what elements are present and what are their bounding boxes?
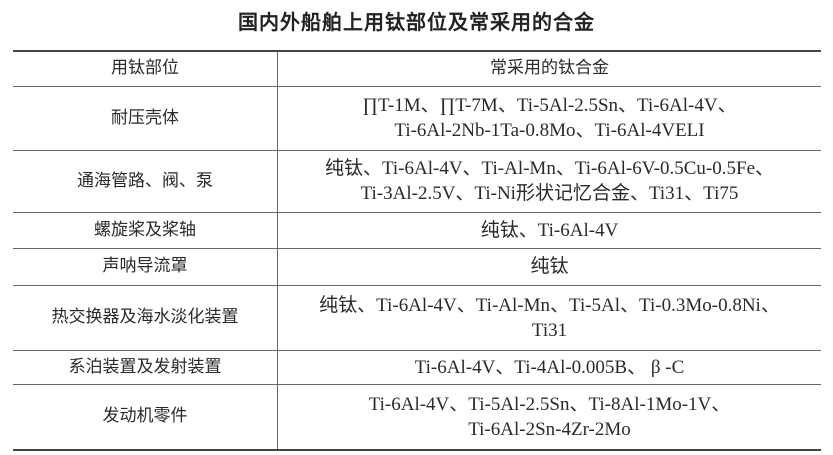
alloy-cell: ∏T-1M、∏T-7M、Ti-5Al-2.5Sn、Ti-6Al-4V、 Ti-6A…	[277, 85, 821, 150]
alloy-line-1: 纯钛	[530, 256, 569, 277]
table-row: 螺旋桨及桨轴 纯钛、Ti-6Al-4V	[13, 211, 821, 248]
alloy-line-1: 纯钛、Ti-6Al-4V、Ti-Al-Mn、Ti-6Al-6V-0.5Cu-0.…	[324, 158, 775, 179]
part-cell: 热交换器及海水淡化装置	[13, 284, 278, 350]
alloy-cell: 纯钛、Ti-6Al-4V、Ti-Al-Mn、Ti-5Al、Ti-0.3Mo-0.…	[277, 284, 821, 350]
table-row: 热交换器及海水淡化装置 纯钛、Ti-6Al-4V、Ti-Al-Mn、Ti-5Al、…	[13, 284, 821, 350]
table-row: 声呐导流罩 纯钛	[13, 247, 821, 285]
header-part: 用钛部位	[13, 50, 278, 86]
table-row: 系泊装置及发射装置 Ti-6Al-4V、Ti-4Al-0.005B、 β -C	[13, 349, 821, 384]
alloy-line-1: 纯钛、Ti-6Al-4V	[480, 219, 619, 241]
alloy-line-2: Ti31	[531, 319, 568, 341]
table-row: 发动机零件 Ti-6Al-4V、Ti-5Al-2.5Sn、Ti-8Al-1Mo-1…	[13, 383, 821, 450]
alloy-line-1: 纯钛、Ti-6Al-4V、Ti-Al-Mn、Ti-5Al、Ti-0.3Mo-0.…	[319, 294, 780, 316]
table-row: 通海管路、阀、泵 纯钛、Ti-6Al-4V、Ti-Al-Mn、Ti-6Al-6V-…	[13, 149, 821, 212]
alloy-line-2: Ti-3Al-2.5V、Ti-Ni形状记忆合金、Ti31、Ti75	[360, 183, 739, 204]
alloy-line-2: Ti-6Al-2Nb-1Ta-0.8Mo、Ti-6Al-4VELI	[394, 120, 705, 141]
part-cell: 系泊装置及发射装置	[13, 349, 278, 384]
titanium-alloy-table: 用钛部位 常采用的钛合金 耐压壳体 ∏T-1M、∏T-7M、Ti-5Al-2.5S…	[13, 50, 821, 451]
part-cell: 耐压壳体	[13, 85, 278, 150]
part-cell: 螺旋桨及桨轴	[13, 211, 278, 248]
part-cell: 声呐导流罩	[13, 247, 278, 285]
alloy-line-1: Ti-6Al-4V、Ti-4Al-0.005B、 β -C	[414, 356, 685, 378]
table-row: 耐压壳体 ∏T-1M、∏T-7M、Ti-5Al-2.5Sn、Ti-6Al-4V、 T…	[13, 85, 821, 150]
alloy-cell: 纯钛、Ti-6Al-4V、Ti-Al-Mn、Ti-6Al-6V-0.5Cu-0.…	[277, 149, 821, 212]
header-alloy: 常采用的钛合金	[277, 50, 821, 86]
alloy-line-2: Ti-6Al-2Sn-4Zr-2Mo	[468, 418, 631, 440]
alloy-cell: Ti-6Al-4V、Ti-4Al-0.005B、 β -C	[277, 349, 821, 384]
alloy-line-1: Ti-6Al-4V、Ti-5Al-2.5Sn、Ti-8Al-1Mo-1V、	[368, 393, 731, 415]
part-cell: 发动机零件	[13, 383, 278, 450]
alloy-cell: 纯钛	[277, 247, 821, 285]
alloy-cell: 纯钛、Ti-6Al-4V	[277, 211, 821, 248]
table-title: 国内外船舶上用钛部位及常采用的合金	[238, 10, 595, 34]
alloy-line-1: ∏T-1M、∏T-7M、Ti-5Al-2.5Sn、Ti-6Al-4V、	[362, 95, 737, 116]
header-row: 用钛部位 常采用的钛合金	[13, 50, 821, 86]
alloy-cell: Ti-6Al-4V、Ti-5Al-2.5Sn、Ti-8Al-1Mo-1V、 Ti-…	[277, 383, 821, 450]
part-cell: 通海管路、阀、泵	[13, 149, 278, 212]
